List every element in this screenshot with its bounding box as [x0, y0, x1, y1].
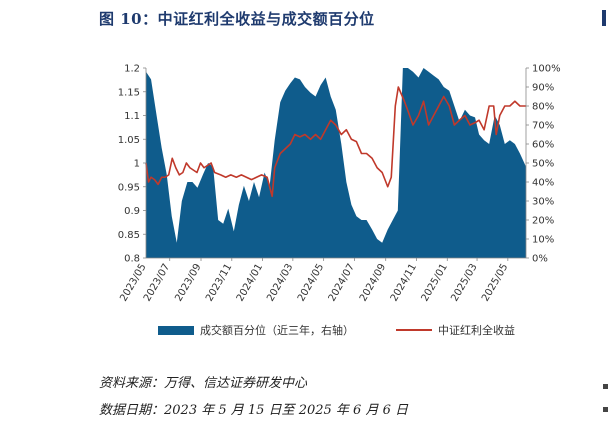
x-tick-label: 2024/03 — [265, 262, 295, 303]
edge-mark — [603, 407, 608, 412]
legend-label-line: 中证红利全收益 — [438, 324, 515, 337]
right-tick-label: 30% — [532, 197, 554, 208]
legend: 成交额百分位（近三年，右轴） 中证红利全收益 — [0, 322, 610, 342]
edge-mark — [602, 10, 606, 26]
x-tick-label: 2023/09 — [173, 262, 203, 303]
source-note: 资料来源：万得、信达证券研发中心 — [99, 376, 308, 391]
right-tick-label: 20% — [532, 216, 554, 227]
x-tick-label: 2024/11 — [389, 262, 419, 303]
line-series-total-return — [145, 86, 526, 198]
left-tick-label: 0.9 — [124, 206, 140, 217]
x-tick-label: 2024/01 — [235, 262, 265, 303]
right-tick-label: 50% — [532, 159, 554, 170]
left-tick-label: 1.05 — [118, 135, 140, 146]
area-series-turnover-percentile — [146, 68, 526, 258]
x-tick-label: 2025/03 — [449, 262, 479, 303]
right-tick-label: 90% — [532, 83, 554, 94]
left-tick-label: 1 — [134, 159, 140, 170]
left-tick-label: 0.85 — [118, 230, 140, 241]
edge-mark — [603, 384, 608, 389]
legend-label-area: 成交额百分位（近三年，右轴） — [200, 324, 354, 337]
left-tick-label: 1.2 — [124, 64, 140, 75]
right-tick-label: 80% — [532, 102, 554, 113]
x-tick-label: 2025/01 — [420, 262, 450, 303]
x-tick-label: 2023/11 — [204, 262, 234, 303]
legend-item-area: 成交额百分位（近三年，右轴） — [158, 322, 354, 338]
left-tick-label: 1.15 — [118, 87, 140, 98]
right-tick-label: 10% — [532, 235, 554, 246]
line-layer — [145, 86, 526, 198]
figure-title: 图 10：中证红利全收益与成交额百分位 — [99, 10, 375, 28]
legend-item-line: 中证红利全收益 — [396, 322, 515, 338]
left-tick-label: 0.8 — [124, 254, 140, 265]
area-layer — [146, 68, 526, 258]
chart-svg: 0.8 0.85 0.9 0.95 1 1.05 1.1 1.15 1.2 0% 10% 20% 30%… — [118, 64, 561, 304]
legend-swatch-line — [396, 329, 432, 331]
x-tick-label: 2024/09 — [358, 262, 388, 303]
right-tick-label: 40% — [532, 178, 554, 189]
right-tick-label: 60% — [532, 140, 554, 151]
left-tick-label: 0.95 — [118, 182, 140, 193]
x-tick-label: 2025/05 — [480, 262, 510, 303]
right-tick-label: 0% — [532, 254, 548, 265]
x-tick-label: 2024/05 — [296, 262, 326, 303]
left-tick-label: 1.1 — [124, 111, 140, 122]
date-note: 数据日期：2023 年 5 月 15 日至 2025 年 6 月 6 日 — [99, 403, 408, 418]
x-tick-label: 2024/07 — [327, 262, 357, 303]
right-tick-label: 70% — [532, 121, 554, 132]
legend-swatch-area — [158, 325, 194, 335]
right-tick-label: 100% — [532, 64, 561, 75]
